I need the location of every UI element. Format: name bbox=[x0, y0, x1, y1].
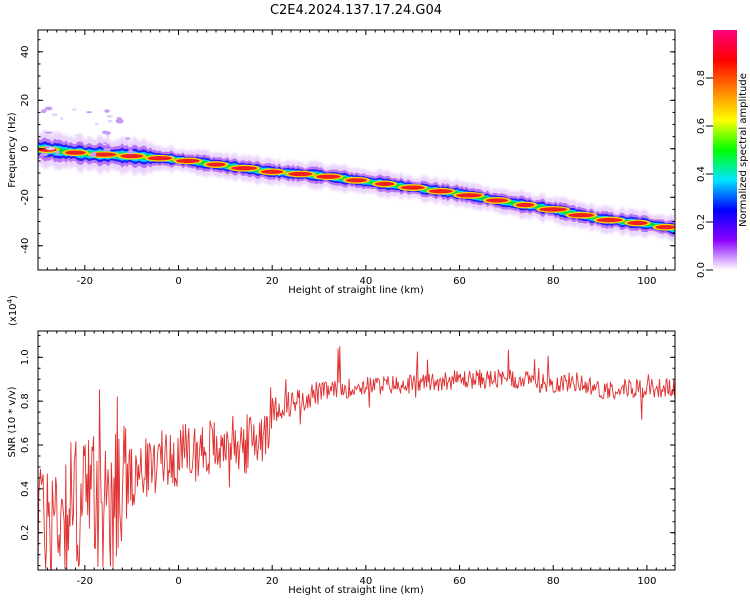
colorbar-tick-label: 0.0 bbox=[696, 262, 707, 278]
noise-speckle bbox=[106, 134, 110, 138]
noise-speckle bbox=[44, 131, 54, 134]
colorbar-scale bbox=[713, 30, 737, 270]
snr-y-axis-label: SNR (10 * v/v) bbox=[7, 386, 18, 457]
noise-speckle bbox=[55, 150, 60, 156]
noise-speckle bbox=[104, 109, 110, 113]
spectrogram-x-tick-label: 60 bbox=[453, 276, 466, 287]
noise-speckle bbox=[127, 149, 134, 155]
snr-x-ticks: -20 0 20 40 60 80 100 bbox=[37, 331, 676, 587]
ridge-peak bbox=[627, 220, 648, 226]
snr-scale-note: (x104) bbox=[6, 295, 19, 326]
ridge-peak bbox=[316, 174, 341, 179]
figure-title: C2E4.2024.137.17.24.G04 bbox=[270, 3, 442, 18]
snr-x-tick-label: 80 bbox=[547, 576, 560, 587]
ridge-peak bbox=[206, 162, 226, 167]
colorbar-tick-label: 0.6 bbox=[696, 118, 707, 134]
spectrogram-y-tick-label: 0 bbox=[20, 146, 31, 152]
noise-speckle bbox=[51, 113, 58, 117]
snr-x-tick-label: 100 bbox=[637, 576, 656, 587]
snr-y-tick-label: 0.2 bbox=[20, 525, 31, 541]
noise-speckle bbox=[72, 108, 77, 111]
spectrogram-x-tick-label: 100 bbox=[637, 276, 656, 287]
spectrogram-x-tick-label: 0 bbox=[175, 276, 181, 287]
spectrogram-x-tick-label: 40 bbox=[360, 276, 373, 287]
colorbar-tick-label: 0.2 bbox=[696, 214, 707, 230]
spectrogram-panel: -20 0 20 40 60 80 100 -40 -20 0 20 40 Height of st… bbox=[7, 29, 676, 296]
spectrogram-x-axis-label: Height of straight line (km) bbox=[288, 285, 424, 296]
spectrogram-y-tick-label: 20 bbox=[20, 94, 31, 107]
colorbar: 0.0 0.2 0.4 0.6 0.8 Normalized spectral ampl… bbox=[696, 30, 749, 278]
noise-speckle bbox=[40, 109, 47, 114]
colorbar-label: Normalized spectral amplitude bbox=[738, 73, 749, 227]
spectrogram-y-axis-label: Frequency (Hz) bbox=[7, 112, 18, 188]
spectrogram-x-ticks: -20 0 20 40 60 80 100 bbox=[37, 30, 676, 287]
noise-speckle bbox=[89, 152, 97, 157]
ridge-peak bbox=[568, 213, 595, 218]
spectrogram-y-tick-label: -40 bbox=[20, 238, 31, 254]
ridge-peak bbox=[456, 193, 482, 198]
snr-y-tick-label: 0.4 bbox=[20, 481, 31, 497]
ridge-peak bbox=[261, 169, 284, 174]
noise-speckle bbox=[116, 117, 122, 120]
noise-speckle bbox=[103, 148, 111, 152]
snr-y-tick-label: 1.0 bbox=[20, 349, 31, 365]
noise-speckle bbox=[39, 153, 48, 157]
ridge-peak bbox=[655, 225, 675, 230]
spectrogram-x-tick-label: 20 bbox=[266, 276, 279, 287]
snr-x-tick-label: -20 bbox=[77, 576, 93, 587]
colorbar-ticks: 0.0 0.2 0.4 0.6 0.8 bbox=[696, 70, 713, 278]
snr-x-axis-label: Height of straight line (km) bbox=[288, 585, 424, 596]
noise-speckle bbox=[106, 114, 114, 118]
snr-frame bbox=[37, 330, 676, 571]
ridge-peak bbox=[288, 171, 313, 177]
spectrogram-y-tick-label: -20 bbox=[20, 189, 31, 205]
ridge-peak bbox=[485, 198, 509, 203]
ridge-peak bbox=[147, 156, 172, 161]
spectrogram-y-tick-label: 40 bbox=[20, 45, 31, 58]
ridge-peak bbox=[90, 152, 117, 157]
ridge-peak bbox=[231, 166, 258, 171]
noise-speckle bbox=[115, 118, 124, 124]
ridge-peak bbox=[596, 217, 623, 223]
snr-x-tick-label: 20 bbox=[266, 576, 279, 587]
ridge-peak bbox=[120, 153, 144, 159]
ridge-peak bbox=[375, 181, 395, 187]
noise-speckle bbox=[101, 130, 108, 135]
snr-y-tick-label: 0.8 bbox=[20, 393, 31, 409]
noise-speckle bbox=[74, 134, 81, 137]
ridge-peak bbox=[65, 150, 86, 155]
noise-speckle bbox=[86, 111, 92, 114]
noise-speckle bbox=[60, 117, 64, 120]
noise-speckle bbox=[124, 137, 131, 140]
snr-y-ticks: 0.2 0.4 0.6 0.8 1.0 bbox=[20, 334, 675, 567]
noise-speckle bbox=[45, 145, 50, 149]
spectrogram-ridge bbox=[38, 106, 675, 243]
ridge-peak bbox=[345, 178, 368, 183]
spectrogram-x-tick-label: -20 bbox=[77, 276, 93, 287]
ridge-peak bbox=[400, 185, 425, 190]
snr-panel: -20 0 20 40 60 80 100 0.2 0.4 0.6 0.8 1.0 Height o… bbox=[6, 295, 676, 596]
ridge-peak bbox=[429, 189, 453, 194]
ridge-peak bbox=[539, 207, 568, 212]
ridge-peak bbox=[176, 158, 200, 164]
snr-x-tick-label: 60 bbox=[453, 576, 466, 587]
colorbar-tick-label: 0.4 bbox=[696, 166, 707, 182]
noise-speckle bbox=[94, 122, 99, 126]
spectrogram-y-ticks: -40 -20 0 20 40 bbox=[20, 39, 675, 271]
snr-x-tick-label: 0 bbox=[175, 576, 181, 587]
noise-speckle bbox=[103, 142, 108, 145]
snr-x-tick-label: 40 bbox=[360, 576, 373, 587]
snr-y-tick-label: 0.6 bbox=[20, 437, 31, 453]
colorbar-tick-label: 0.8 bbox=[696, 70, 707, 86]
noise-speckle bbox=[44, 106, 53, 111]
noise-speckle bbox=[107, 119, 113, 123]
snr-series-line bbox=[38, 346, 675, 570]
spectrogram-x-tick-label: 80 bbox=[547, 276, 560, 287]
ridge-peak bbox=[515, 202, 535, 208]
